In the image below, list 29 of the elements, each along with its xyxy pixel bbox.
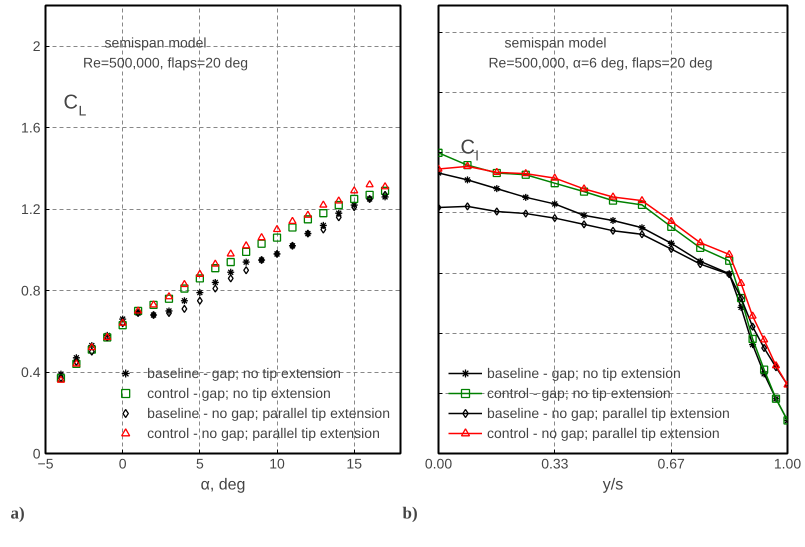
x-axis-title: α, deg xyxy=(200,476,246,494)
legend-label: baseline - no gap; parallel tip extension xyxy=(487,405,730,421)
x-tick-label: 5 xyxy=(196,456,204,472)
legend-label: baseline - gap; no tip extension xyxy=(147,365,341,381)
legend-label: control - no gap; parallel tip extension xyxy=(487,425,720,441)
text: a) xyxy=(10,504,25,522)
text: b) xyxy=(402,504,418,522)
y-tick-label: 0.8 xyxy=(21,282,41,299)
y-tick-label: 0 xyxy=(32,446,41,462)
y-tick-label: 0.4 xyxy=(21,364,41,380)
y-tick-label: 1.6 xyxy=(21,120,41,136)
x-tick-label: 15 xyxy=(346,456,362,472)
x-tick-label: 10 xyxy=(269,456,286,472)
x-tick-label: 0.33 xyxy=(541,456,569,472)
x-axis-title: y/s xyxy=(602,476,624,494)
x-tick-label: 0.67 xyxy=(658,456,686,472)
y-tick-label: 2 xyxy=(32,38,41,54)
x-tick-label: 0 xyxy=(118,456,127,472)
text: Re=500,000, flaps=20 deg xyxy=(82,54,248,70)
chart-title: semispan model xyxy=(504,34,606,50)
legend-label: baseline - no gap; parallel tip extension xyxy=(147,405,390,421)
legend-label: control - no gap; parallel tip extension xyxy=(147,425,380,441)
chart-subtitle: Re=500,000, α=6 deg, flaps=20 deg xyxy=(488,54,713,70)
text: semispan model xyxy=(104,34,206,50)
x-tick-label: 1.00 xyxy=(774,456,802,472)
y-tick-label: 1.2 xyxy=(21,201,41,218)
legend-label: baseline - gap; no tip extension xyxy=(487,365,681,381)
x-tick-label: 0.00 xyxy=(424,456,452,472)
legend-label: control - gap; no tip extension xyxy=(147,385,331,401)
